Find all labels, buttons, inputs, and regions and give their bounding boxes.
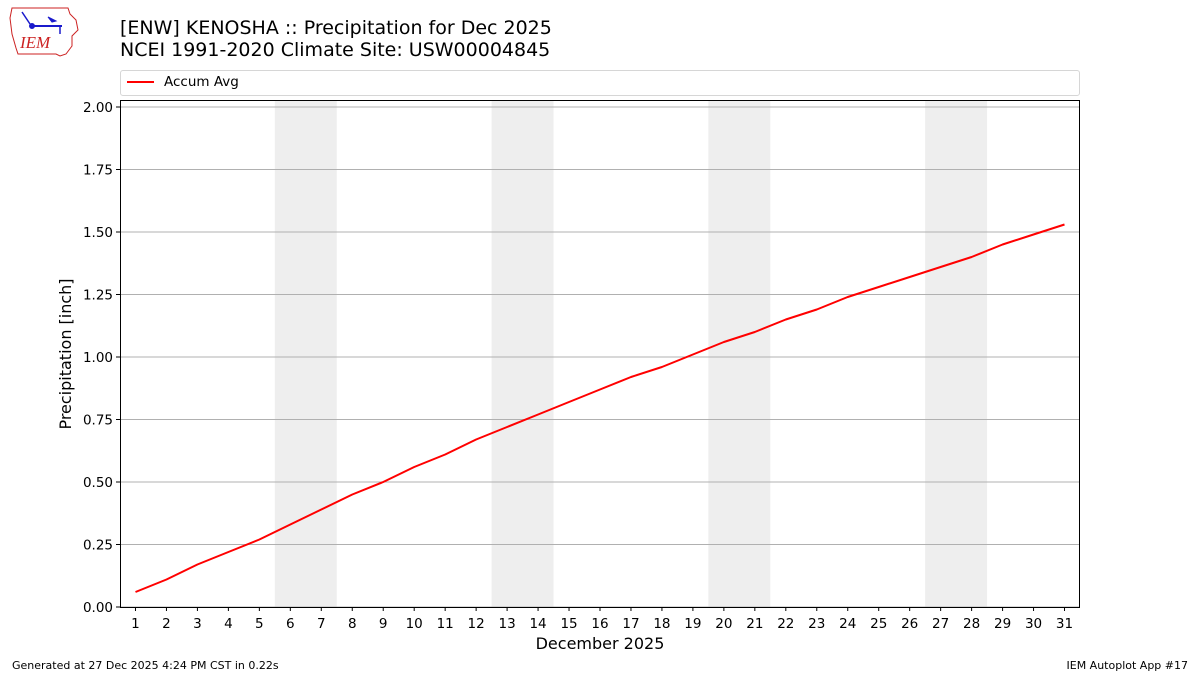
x-tick-label: 14 bbox=[529, 616, 546, 632]
x-tick-label: 10 bbox=[406, 616, 423, 632]
weekend-band bbox=[491, 100, 554, 607]
legend-label-accum-avg: Accum Avg bbox=[164, 74, 239, 90]
y-tick-label: 0.25 bbox=[83, 538, 113, 554]
x-tick-label: 17 bbox=[622, 616, 639, 632]
x-tick-label: 19 bbox=[684, 616, 701, 632]
x-tick-label: 27 bbox=[932, 616, 949, 632]
x-tick-label: 23 bbox=[808, 616, 825, 632]
x-tick-label: 1 bbox=[131, 616, 140, 632]
y-tick-label: 1.00 bbox=[83, 350, 113, 366]
x-axis-label: December 2025 bbox=[536, 634, 665, 653]
x-tick-label: 31 bbox=[1056, 616, 1073, 632]
x-tick-label: 29 bbox=[994, 616, 1011, 632]
x-tick-label: 13 bbox=[499, 616, 516, 632]
x-tick-label: 22 bbox=[777, 616, 794, 632]
x-tick-label: 15 bbox=[560, 616, 577, 632]
x-tick-label: 16 bbox=[591, 616, 608, 632]
x-tick-label: 9 bbox=[379, 616, 388, 632]
weekend-band bbox=[274, 100, 337, 607]
x-tick-label: 7 bbox=[317, 616, 326, 632]
x-tick-label: 5 bbox=[255, 616, 264, 632]
x-tick-label: 3 bbox=[193, 616, 202, 632]
weather-station-icon bbox=[21, 11, 62, 34]
y-tick-label: 1.75 bbox=[83, 163, 113, 179]
generated-timestamp: Generated at 27 Dec 2025 4:24 PM CST in … bbox=[12, 659, 279, 672]
x-tick-label: 6 bbox=[286, 616, 295, 632]
y-axis: 0.00 0.25 0.50 0.75 1.00 1.25 1.50 1.75 2.00 bbox=[83, 100, 120, 616]
y-tick-label: 2.00 bbox=[83, 100, 113, 116]
title-line-2: NCEI 1991-2020 Climate Site: USW00004845 bbox=[120, 39, 551, 61]
x-tick-label: 12 bbox=[468, 616, 485, 632]
y-tick-label: 1.25 bbox=[83, 288, 113, 304]
x-tick-label: 21 bbox=[746, 616, 763, 632]
x-tick-label: 26 bbox=[901, 616, 918, 632]
x-tick-label: 20 bbox=[715, 616, 732, 632]
app-label: IEM Autoplot App #17 bbox=[1066, 659, 1189, 672]
y-tick-label: 0.50 bbox=[83, 475, 113, 491]
x-tick-label: 4 bbox=[224, 616, 233, 632]
x-tick-label: 11 bbox=[437, 616, 454, 632]
chart-title: [ENW] KENOSHA :: Precipitation for Dec 2… bbox=[120, 17, 552, 61]
svg-text:IEM: IEM bbox=[19, 33, 51, 52]
weekend-band bbox=[925, 100, 988, 607]
x-tick-label: 25 bbox=[870, 616, 887, 632]
x-axis: 1 2 3 4 5 6 7 8 9 10 11 12 13 14 15 16 17 18 19 20 21 22 23 24 2… bbox=[131, 607, 1073, 632]
y-tick-label: 0.75 bbox=[83, 413, 113, 429]
legend-swatch-accum-avg bbox=[127, 81, 154, 83]
y-gridlines bbox=[120, 106, 1080, 608]
x-tick-label: 30 bbox=[1025, 616, 1042, 632]
iem-logo: IEM bbox=[9, 7, 79, 57]
iowa-outline bbox=[9, 7, 79, 57]
weekend-band bbox=[708, 100, 771, 607]
weekend-bands bbox=[274, 100, 988, 607]
x-tick-label: 24 bbox=[839, 616, 856, 632]
x-tick-label: 28 bbox=[963, 616, 980, 632]
series-line-accum-avg bbox=[135, 223, 1065, 593]
x-tick-label: 18 bbox=[653, 616, 670, 632]
y-tick-label: 0.00 bbox=[83, 600, 113, 616]
y-tick-label: 1.50 bbox=[83, 225, 113, 241]
x-tick-label: 8 bbox=[348, 616, 357, 632]
legend: Accum Avg bbox=[120, 70, 1080, 96]
y-axis-label: Precipitation [inch] bbox=[56, 278, 75, 429]
x-tick-label: 2 bbox=[162, 616, 171, 632]
data-series bbox=[135, 223, 1065, 593]
title-line-1: [ENW] KENOSHA :: Precipitation for Dec 2… bbox=[120, 17, 552, 39]
